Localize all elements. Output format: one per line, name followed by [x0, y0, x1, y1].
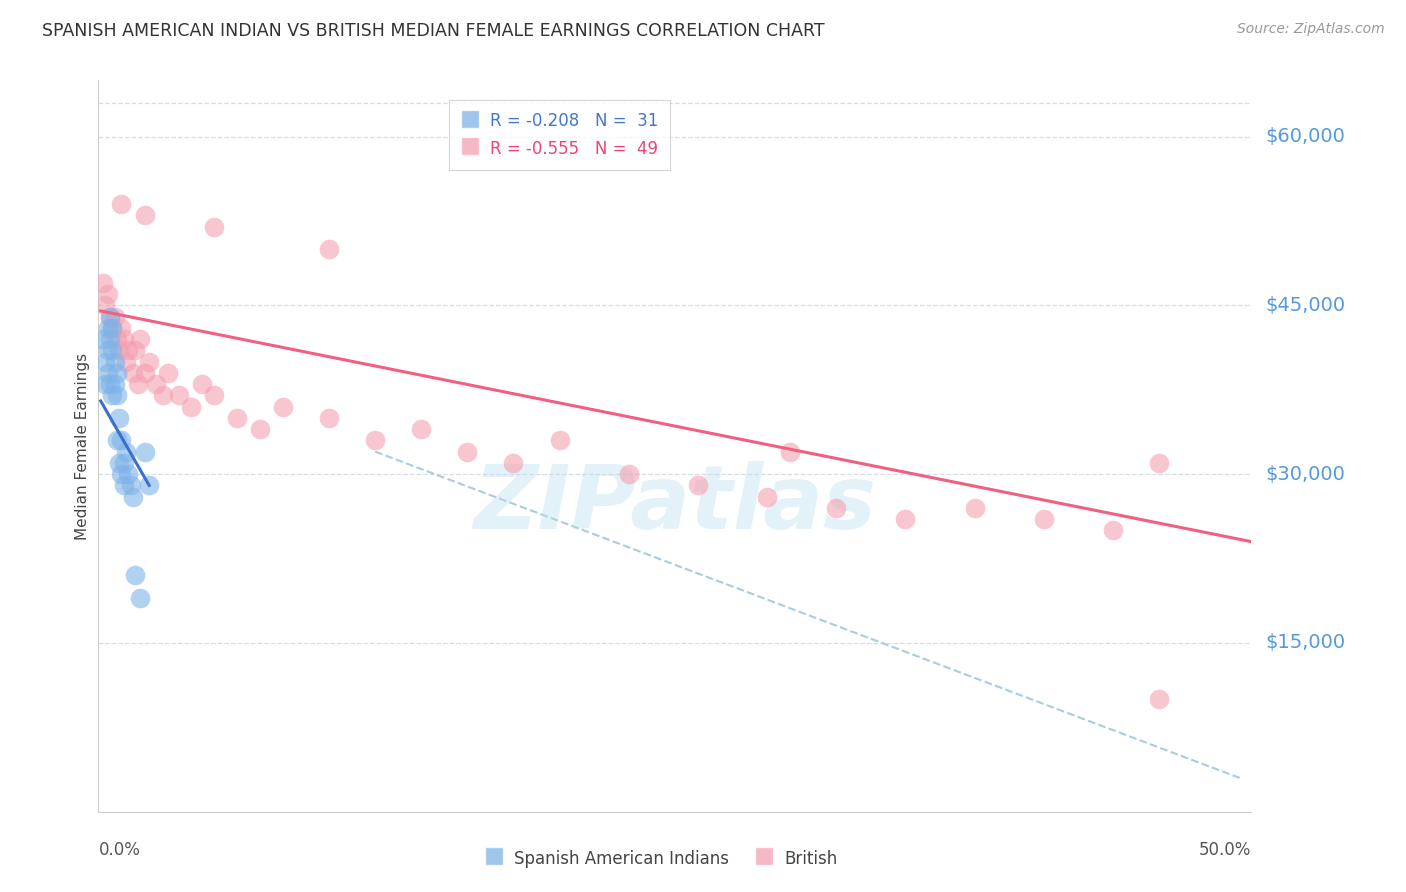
Point [117, 467, 139, 482]
Point [502, 456, 524, 470]
Point [91, 276, 114, 290]
Text: $45,000: $45,000 [1265, 296, 1346, 315]
Point [411, 422, 433, 436]
Point [97, 321, 120, 335]
Point [825, 500, 848, 515]
Point [115, 354, 138, 368]
Point [180, 400, 202, 414]
Point [364, 434, 387, 448]
Point [124, 343, 146, 358]
Point [456, 444, 478, 458]
Point [105, 388, 128, 402]
Point [894, 512, 917, 526]
Point [756, 490, 779, 504]
Point [103, 377, 125, 392]
Point [110, 197, 132, 211]
Point [134, 366, 156, 380]
Point [318, 410, 340, 425]
Text: $30,000: $30,000 [1265, 465, 1346, 483]
Point [91, 332, 114, 346]
Text: ZIPatlas: ZIPatlas [474, 461, 876, 548]
Point [94, 377, 117, 392]
Point [225, 410, 247, 425]
Point [105, 366, 128, 380]
Point [145, 377, 167, 392]
Text: SPANISH AMERICAN INDIAN VS BRITISH MEDIAN FEMALE EARNINGS CORRELATION CHART: SPANISH AMERICAN INDIAN VS BRITISH MEDIA… [42, 22, 825, 40]
Point [103, 354, 125, 368]
Point [129, 591, 152, 605]
Y-axis label: Median Female Earnings: Median Female Earnings [75, 352, 90, 540]
Point [167, 388, 190, 402]
Point [122, 490, 145, 504]
Point [98, 310, 121, 324]
Point [124, 568, 146, 582]
Point [134, 444, 156, 458]
Point [963, 500, 986, 515]
Point [105, 434, 128, 448]
Point [97, 343, 120, 358]
Point [97, 366, 120, 380]
Point [122, 366, 145, 380]
Point [115, 444, 138, 458]
Point [1147, 692, 1170, 706]
Text: $15,000: $15,000 [1265, 633, 1346, 652]
Point [548, 434, 571, 448]
Point [1032, 512, 1054, 526]
Text: Source: ZipAtlas.com: Source: ZipAtlas.com [1237, 22, 1385, 37]
Point [117, 343, 139, 358]
Text: 0.0%: 0.0% [98, 841, 141, 859]
Point [134, 208, 156, 222]
Point [112, 456, 135, 470]
Point [271, 400, 294, 414]
Point [191, 377, 214, 392]
Point [108, 343, 131, 358]
Point [101, 321, 124, 335]
Point [98, 310, 121, 324]
Point [617, 467, 640, 482]
Point [112, 332, 135, 346]
Point [94, 354, 117, 368]
Point [120, 478, 142, 492]
Point [127, 377, 149, 392]
Point [1147, 456, 1170, 470]
Point [202, 388, 225, 402]
Point [129, 332, 152, 346]
Point [97, 287, 120, 301]
Point [110, 434, 132, 448]
Point [94, 298, 117, 312]
Point [156, 366, 179, 380]
Point [103, 310, 125, 324]
Legend: R = -0.208   N =  31, R = -0.555   N =  49: R = -0.208 N = 31, R = -0.555 N = 49 [449, 100, 671, 169]
Point [686, 478, 709, 492]
Point [779, 444, 801, 458]
Point [1102, 524, 1125, 538]
Point [98, 377, 121, 392]
Point [318, 242, 340, 256]
Point [108, 456, 131, 470]
Point [101, 321, 124, 335]
Text: 50.0%: 50.0% [1199, 841, 1251, 859]
Point [108, 410, 131, 425]
Point [101, 343, 124, 358]
Point [98, 332, 121, 346]
Point [138, 354, 160, 368]
Point [112, 478, 135, 492]
Point [138, 478, 160, 492]
Point [110, 321, 132, 335]
Point [105, 332, 128, 346]
Text: $60,000: $60,000 [1265, 127, 1346, 146]
Point [249, 422, 271, 436]
Point [101, 388, 124, 402]
Legend: Spanish American Indians, British: Spanish American Indians, British [478, 842, 844, 875]
Point [152, 388, 174, 402]
Point [202, 219, 225, 234]
Point [110, 467, 132, 482]
